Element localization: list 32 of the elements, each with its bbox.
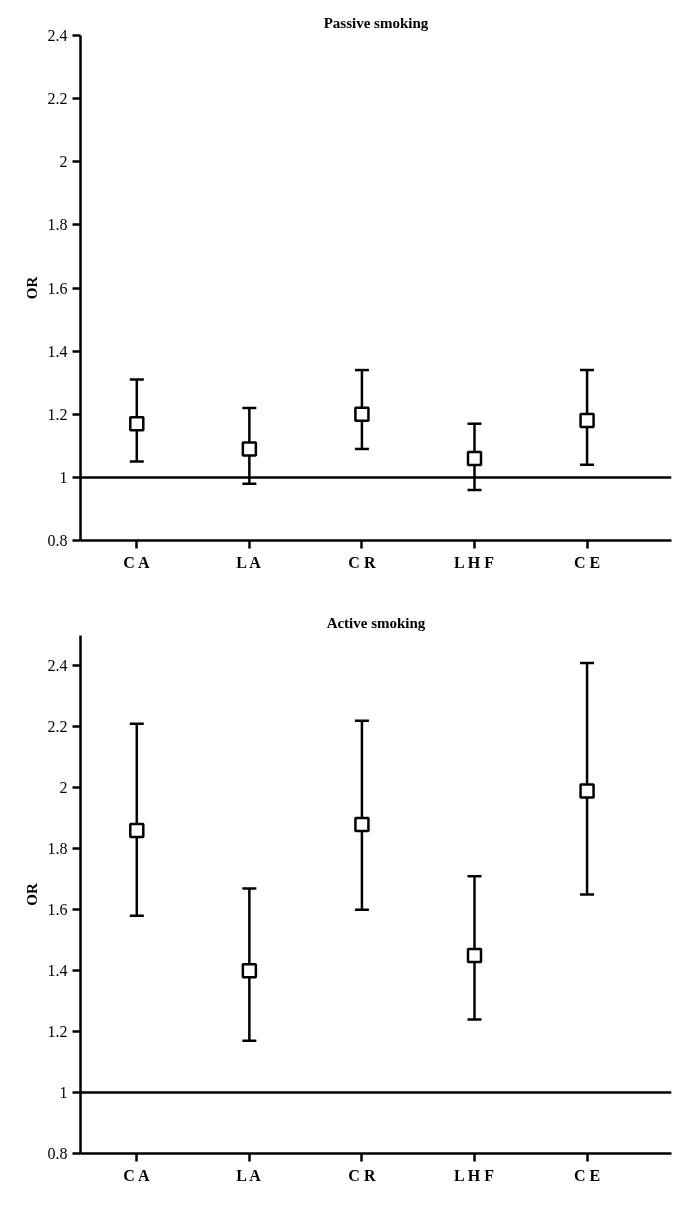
- y-tick-label: 0.8: [47, 532, 68, 549]
- y-tick-label: 2: [59, 153, 68, 171]
- y-tick-label: 1.4: [47, 342, 68, 360]
- y-tick-label: 1.2: [47, 405, 68, 423]
- y-tick-label: 2.4: [47, 657, 68, 675]
- x-tick-label: L A: [236, 553, 262, 571]
- chart-title: Passive smoking: [323, 14, 429, 31]
- y-tick-label: 2.4: [47, 27, 68, 44]
- y-tick-label: 1.6: [47, 901, 68, 919]
- y-axis-title: OR: [23, 883, 40, 906]
- x-tick-label: C E: [573, 553, 601, 571]
- x-tick-label: C E: [573, 1166, 601, 1184]
- x-tick-label: C R: [348, 553, 376, 571]
- y-tick-label: 1.8: [47, 216, 68, 234]
- y-tick-label: 1.6: [47, 279, 68, 297]
- x-tick-label: L H F: [454, 553, 495, 571]
- chart-title: Active smoking: [326, 614, 426, 631]
- x-tick-label: C A: [123, 553, 150, 571]
- y-axis-title: OR: [23, 276, 40, 300]
- y-tick-label: 0.8: [47, 1145, 68, 1162]
- y-tick-label: 2.2: [47, 90, 68, 108]
- y-tick-label: 2: [59, 779, 68, 797]
- y-tick-label: 2.2: [47, 718, 68, 736]
- y-tick-label: 1.4: [47, 962, 68, 980]
- x-tick-label: C A: [123, 1166, 150, 1184]
- x-tick-label: C R: [348, 1166, 376, 1184]
- y-tick-label: 1.8: [47, 840, 68, 858]
- y-tick-label: 1: [59, 468, 68, 486]
- x-tick-label: L A: [236, 1166, 262, 1184]
- y-tick-label: 1.2: [47, 1023, 68, 1041]
- y-tick-label: 1: [59, 1084, 68, 1102]
- x-tick-label: L H F: [454, 1166, 495, 1184]
